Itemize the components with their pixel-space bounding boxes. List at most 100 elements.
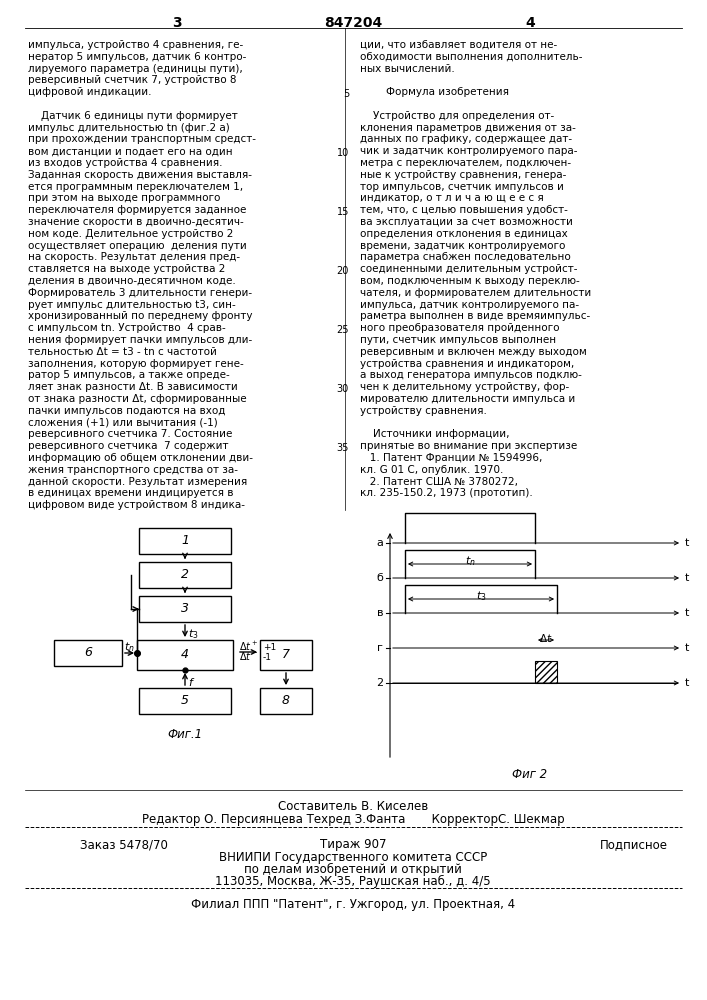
Text: 4: 4 — [181, 648, 189, 662]
Text: пути, счетчик импульсов выполнен: пути, счетчик импульсов выполнен — [360, 335, 556, 345]
Text: переключателя формируется заданное: переключателя формируется заданное — [28, 205, 246, 215]
Text: реверсивного счетчика 7. Состояние: реверсивного счетчика 7. Состояние — [28, 429, 233, 439]
Text: чик и задатчик контролируемого пара-: чик и задатчик контролируемого пара- — [360, 146, 578, 156]
Text: -1: -1 — [263, 652, 272, 662]
Text: тем, что, с целью повышения удобст-: тем, что, с целью повышения удобст- — [360, 205, 568, 215]
Text: 3: 3 — [173, 16, 182, 30]
Text: реверсивного счетчика  7 содержит: реверсивного счетчика 7 содержит — [28, 441, 228, 451]
Bar — [137, 640, 233, 670]
Text: Подписное: Подписное — [600, 838, 668, 851]
Bar — [535, 661, 557, 683]
Text: индикатор, о т л и ч а ю щ е е с я: индикатор, о т л и ч а ю щ е е с я — [360, 193, 544, 203]
Text: данной скорости. Результат измерения: данной скорости. Результат измерения — [28, 477, 247, 487]
Text: тор импульсов, счетчик импульсов и: тор импульсов, счетчик импульсов и — [360, 182, 564, 192]
Text: t: t — [685, 538, 689, 548]
Text: 20: 20 — [337, 266, 349, 276]
Text: t: t — [685, 608, 689, 618]
Text: устройства сравнения и индикатором,: устройства сравнения и индикатором, — [360, 359, 574, 369]
Text: заполнения, которую формирует гене-: заполнения, которую формирует гене- — [28, 359, 244, 369]
Text: при этом на выходе программного: при этом на выходе программного — [28, 193, 221, 203]
Text: ные к устройству сравнения, генера-: ные к устройству сравнения, генера- — [360, 170, 566, 180]
Text: на скорость. Результат деления пред-: на скорость. Результат деления пред- — [28, 252, 240, 262]
Text: 3: 3 — [181, 602, 189, 615]
Text: кл. 235-150.2, 1973 (прототип).: кл. 235-150.2, 1973 (прототип). — [360, 488, 533, 498]
Text: сложения (+1) или вычитания (-1): сложения (+1) или вычитания (-1) — [28, 418, 218, 428]
Text: чен к делительному устройству, фор-: чен к делительному устройству, фор- — [360, 382, 569, 392]
Bar — [54, 640, 122, 666]
Text: ного преобразователя пройденного: ного преобразователя пройденного — [360, 323, 559, 333]
Text: $t_n$: $t_n$ — [124, 640, 135, 654]
Text: при прохождении транспортным средст-: при прохождении транспортным средст- — [28, 134, 256, 144]
Text: Фиг.1: Фиг.1 — [168, 728, 203, 741]
Text: а: а — [376, 538, 383, 548]
Text: $f$: $f$ — [188, 676, 195, 688]
Text: ных вычислений.: ных вычислений. — [360, 64, 455, 74]
Text: 2: 2 — [376, 678, 383, 688]
Text: 30: 30 — [337, 384, 349, 394]
Text: пачки импульсов подаются на вход: пачки импульсов подаются на вход — [28, 406, 226, 416]
Text: метра с переключателем, подключен-: метра с переключателем, подключен- — [360, 158, 571, 168]
Text: Фиг 2: Фиг 2 — [513, 768, 547, 781]
Text: параметра снабжен последовательно: параметра снабжен последовательно — [360, 252, 571, 262]
Text: 4: 4 — [525, 16, 535, 30]
Text: 1. Патент Франции № 1594996,: 1. Патент Франции № 1594996, — [360, 453, 542, 463]
Text: t: t — [685, 678, 689, 688]
Text: нения формирует пачки импульсов дли-: нения формирует пачки импульсов дли- — [28, 335, 252, 345]
Text: Заказ 5478/70: Заказ 5478/70 — [80, 838, 168, 851]
Text: $t_3$: $t_3$ — [476, 589, 486, 603]
Text: ратор 5 импульсов, а также опреде-: ратор 5 импульсов, а также опреде- — [28, 370, 230, 380]
Bar — [139, 688, 231, 714]
Text: кл. G 01 С, опублик. 1970.: кл. G 01 С, опублик. 1970. — [360, 465, 503, 475]
Text: $\Delta t^-$: $\Delta t^-$ — [239, 650, 259, 662]
Text: ется программным переключателем 1,: ется программным переключателем 1, — [28, 182, 243, 192]
Text: обходимости выполнения дополнитель-: обходимости выполнения дополнитель- — [360, 52, 583, 62]
Text: 15: 15 — [337, 207, 349, 217]
Text: Филиал ППП "Патент", г. Ужгород, ул. Проектная, 4: Филиал ППП "Патент", г. Ужгород, ул. Про… — [191, 898, 515, 911]
Text: раметра выполнен в виде времяимпульс-: раметра выполнен в виде времяимпульс- — [360, 311, 590, 321]
Text: Формула изобретения: Формула изобретения — [360, 87, 509, 97]
Text: тельностью Δt = t3 - tn с частотой: тельностью Δt = t3 - tn с частотой — [28, 347, 217, 357]
Bar — [139, 596, 231, 622]
Text: Составитель В. Киселев: Составитель В. Киселев — [278, 800, 428, 813]
Text: жения транспортного средства от за-: жения транспортного средства от за- — [28, 465, 238, 475]
Text: 35: 35 — [337, 443, 349, 453]
Text: хронизированный по переднему фронту: хронизированный по переднему фронту — [28, 311, 252, 321]
Bar — [260, 640, 312, 670]
Text: импульса, датчик контролируемого па-: импульса, датчик контролируемого па- — [360, 300, 579, 310]
Text: 113035, Москва, Ж-35, Раушская наб., д. 4/5: 113035, Москва, Ж-35, Раушская наб., д. … — [215, 875, 491, 888]
Text: в: в — [377, 608, 383, 618]
Text: ва эксплуатации за счет возможности: ва эксплуатации за счет возможности — [360, 217, 573, 227]
Text: Формирователь 3 длительности генери-: Формирователь 3 длительности генери- — [28, 288, 252, 298]
Text: 25: 25 — [337, 325, 349, 335]
Text: мирователю длительности импульса и: мирователю длительности импульса и — [360, 394, 575, 404]
Text: соединенными делительным устройст-: соединенными делительным устройст- — [360, 264, 578, 274]
Text: $\Delta t^+$: $\Delta t^+$ — [239, 639, 259, 653]
Text: ляет знак разности Δt. В зависимости: ляет знак разности Δt. В зависимости — [28, 382, 238, 392]
Text: по делам изобретений и открытий: по делам изобретений и открытий — [244, 863, 462, 876]
Text: нератор 5 импульсов, датчик 6 контро-: нератор 5 импульсов, датчик 6 контро- — [28, 52, 246, 62]
Text: цифровой индикации.: цифровой индикации. — [28, 87, 151, 97]
Text: г: г — [377, 643, 383, 653]
Text: ции, что избавляет водителя от не-: ции, что избавляет водителя от не- — [360, 40, 557, 50]
Text: Заданная скорость движения выставля-: Заданная скорость движения выставля- — [28, 170, 252, 180]
Text: б: б — [376, 573, 383, 583]
Text: ном коде. Делительное устройство 2: ном коде. Делительное устройство 2 — [28, 229, 233, 239]
Text: рует импульс длительностью t3, син-: рует импульс длительностью t3, син- — [28, 300, 235, 310]
Text: от знака разности Δt, сформированные: от знака разности Δt, сформированные — [28, 394, 247, 404]
Text: +1: +1 — [263, 644, 276, 652]
Text: реверсивный счетчик 7, устройство 8: реверсивный счетчик 7, устройство 8 — [28, 75, 237, 85]
Text: значение скорости в двоично-десятич-: значение скорости в двоично-десятич- — [28, 217, 244, 227]
Text: 2. Патент США № 3780272,: 2. Патент США № 3780272, — [360, 477, 518, 487]
Text: реверсивным и включен между выходом: реверсивным и включен между выходом — [360, 347, 587, 357]
Text: Тираж 907: Тираж 907 — [320, 838, 386, 851]
Text: t: t — [685, 573, 689, 583]
Text: $\Delta t$: $\Delta t$ — [539, 632, 553, 644]
Text: 10: 10 — [337, 148, 349, 158]
Text: 1: 1 — [181, 534, 189, 548]
Text: ВНИИПИ Государственного комитета СССР: ВНИИПИ Государственного комитета СССР — [219, 851, 487, 864]
Bar — [139, 562, 231, 588]
Text: 847204: 847204 — [324, 16, 382, 30]
Bar — [260, 688, 312, 714]
Text: а выход генератора импульсов подклю-: а выход генератора импульсов подклю- — [360, 370, 582, 380]
Text: ставляется на выходе устройства 2: ставляется на выходе устройства 2 — [28, 264, 226, 274]
